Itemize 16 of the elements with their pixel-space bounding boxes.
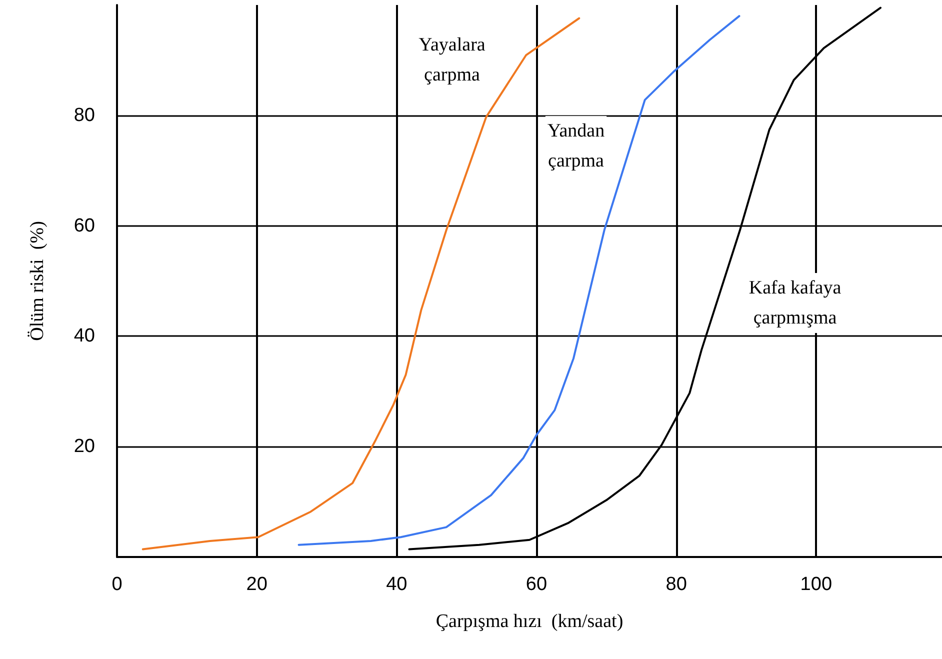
x-tick-label: 60 <box>526 574 548 595</box>
y-axis-title: Ölüm riski (%) <box>27 221 48 341</box>
annotation: Kafa kafaya çarpmışma <box>748 278 842 328</box>
line-series <box>298 15 740 546</box>
x-tick-label: 0 <box>112 574 122 595</box>
y-tick-label: 60 <box>74 215 95 236</box>
x-tick-label: 20 <box>246 574 268 595</box>
x-tick-label: 80 <box>666 574 687 595</box>
y-tick-label: 40 <box>74 326 95 347</box>
annotation: Yayalara çarpma <box>418 34 486 86</box>
x-tick-label: 40 <box>386 574 408 595</box>
y-tick-label: 20 <box>74 436 95 458</box>
x-tick-label: 100 <box>800 574 832 595</box>
y-tick-label: 80 <box>74 104 95 126</box>
annotation: Yandan çarpma <box>547 120 606 172</box>
x-axis-title: Çarpışma hızı (km/saat) <box>436 611 624 632</box>
